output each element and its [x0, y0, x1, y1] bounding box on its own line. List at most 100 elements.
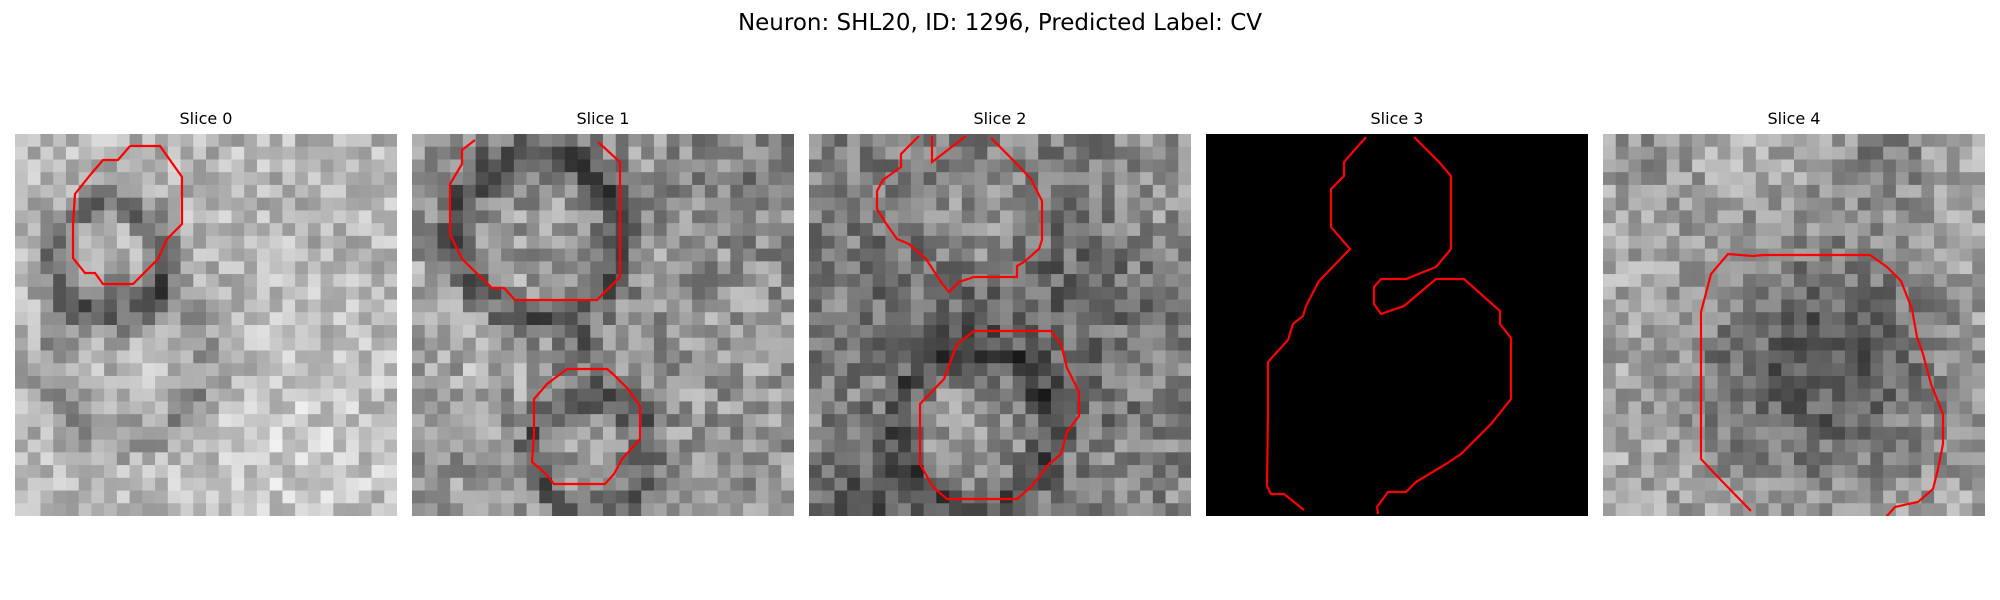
pixel-cell: [949, 465, 963, 479]
pixel-cell: [1114, 134, 1128, 148]
pixel-cell: [1641, 274, 1655, 288]
pixel-cell: [1883, 325, 1897, 339]
pixel-cell: [1025, 401, 1039, 415]
pixel-cell: [1832, 477, 1846, 492]
pixel-cell: [1140, 503, 1154, 516]
pixel-cell: [1972, 439, 1985, 453]
pixel-cell: [1050, 146, 1065, 161]
pixel-cell: [1628, 172, 1642, 186]
pixel-cell: [1908, 134, 1922, 148]
pixel-cell: [307, 184, 322, 199]
pixel-cell: [1972, 235, 1985, 250]
pixel-cell: [1127, 325, 1141, 339]
pixel-cell: [1832, 503, 1846, 516]
pixel-cell: [1755, 426, 1770, 441]
pixel-cell: [333, 503, 347, 516]
pixel-cell: [1666, 223, 1680, 237]
pixel-cell: [437, 337, 451, 352]
pixel-cell: [910, 159, 925, 173]
pixel-cell: [1768, 299, 1782, 313]
pixel-cell: [910, 223, 925, 237]
pixel-cell: [809, 248, 823, 262]
pixel-cell: [53, 299, 67, 313]
pixel-cell: [1768, 223, 1782, 237]
pixel-cell: [987, 477, 1001, 492]
pixel-cell: [1921, 299, 1935, 313]
pixel-cell: [898, 172, 912, 186]
pixel-cell: [730, 363, 744, 377]
pixel-cell: [910, 465, 925, 479]
pixel-cell: [1615, 325, 1630, 339]
pixel-cell: [910, 286, 925, 301]
pixel-cell: [898, 477, 912, 492]
pixel-cell: [462, 388, 477, 402]
pixel-cell: [872, 465, 886, 479]
pixel-cell: [1000, 414, 1014, 428]
pixel-cell: [1832, 325, 1846, 339]
pixel-cell: [193, 465, 207, 479]
pixel-cell: [1679, 490, 1693, 504]
pixel-cell: [333, 184, 347, 199]
pixel-cell: [730, 401, 744, 415]
pixel-cell: [1832, 184, 1846, 199]
pixel-cell: [1832, 274, 1846, 288]
pixel-cell: [885, 274, 899, 288]
pixel-cell: [1972, 477, 1985, 492]
pixel-cell: [307, 503, 322, 516]
pixel-cell: [1679, 363, 1693, 377]
pixel-cell: [1857, 172, 1871, 186]
pixel-cell: [1794, 426, 1808, 441]
pixel-cell: [628, 184, 642, 199]
pixel-cell: [1959, 223, 1973, 237]
pixel-cell: [1101, 426, 1116, 441]
pixel-cell: [488, 337, 502, 352]
pixel-cell: [384, 363, 397, 377]
pixel-cell: [717, 299, 731, 313]
pixel-cell: [1768, 210, 1782, 224]
pixel-cell: [1883, 248, 1897, 262]
pixel-cell: [1946, 261, 1961, 275]
pixel-cell: [1140, 490, 1154, 504]
pixel-cell: [936, 465, 950, 479]
pixel-cell: [256, 337, 271, 352]
pixel-cell: [1692, 503, 1706, 516]
pixel-cell: [218, 286, 233, 301]
pixel-cell: [412, 286, 426, 301]
pixel-cell: [590, 503, 604, 516]
pixel-cell: [1615, 274, 1630, 288]
pixel-cell: [116, 388, 131, 402]
pixel-cell: [768, 210, 782, 224]
pixel-cell: [1781, 223, 1795, 237]
pixel-cell: [692, 465, 706, 479]
pixel-cell: [704, 312, 719, 326]
pixel-cell: [295, 388, 309, 402]
pixel-cell: [1717, 235, 1731, 250]
pixel-cell: [1806, 439, 1821, 453]
pixel-cell: [295, 223, 309, 237]
pixel-cell: [1895, 426, 1910, 441]
pixel-cell: [488, 197, 502, 211]
pixel-cell: [910, 363, 925, 377]
pixel-cell: [333, 490, 347, 504]
pixel-cell: [692, 248, 706, 262]
pixel-cell: [1755, 184, 1770, 199]
pixel-cell: [155, 325, 169, 339]
pixel-cell: [1794, 312, 1808, 326]
pixel-cell: [717, 172, 731, 186]
pixel-cell: [180, 248, 194, 262]
pixel-cell: [1165, 184, 1179, 199]
pixel-cell: [1870, 363, 1884, 377]
pixel-cell: [590, 172, 604, 186]
pixel-cell: [1755, 363, 1770, 377]
pixel-cell: [1692, 159, 1706, 173]
pixel-cell: [755, 375, 770, 390]
pixel-cell: [475, 503, 489, 516]
pixel-cell: [475, 477, 489, 492]
pixel-cell: [1178, 299, 1191, 313]
pixel-cell: [539, 363, 553, 377]
pixel-cell: [1781, 477, 1795, 492]
pixel-cell: [885, 146, 899, 161]
pixel-cell: [936, 299, 950, 313]
pixel-cell: [282, 477, 296, 492]
pixel-cell: [1832, 337, 1846, 352]
